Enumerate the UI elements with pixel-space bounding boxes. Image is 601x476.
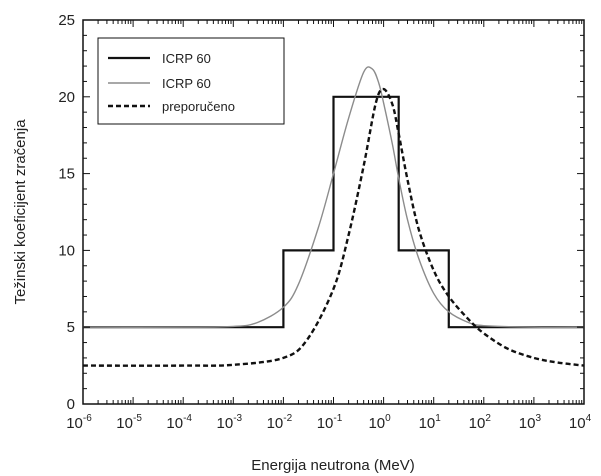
series-line-1 [83,95,584,329]
x-axis-title: Energija neutrona (MeV) [251,457,414,474]
legend-label-series-2: ICRP 60 [162,76,211,91]
x-tick-label-base: 10 [368,415,385,432]
x-tick-label: 10-1 [317,413,343,432]
legend: ICRP 60 ICRP 60 preporučeno [97,37,285,125]
y-axis-title: Težinski koeficijent zračenja [12,119,29,305]
x-tick-label-base: 10 [66,415,83,432]
series-line-3 [82,87,585,367]
x-tick-label: 10-4 [166,413,192,432]
x-tick-label: 101 [419,413,442,432]
x-tick-label-exponent: 2 [485,413,491,424]
series-layer [82,66,585,367]
y-tick-label: 15 [58,166,75,183]
x-tick-label-base: 10 [217,415,234,432]
x-tick-label: 10-6 [66,413,92,432]
x-tick-label-exponent: -2 [283,413,292,424]
x-tick-label-base: 10 [166,415,183,432]
legend-label-series-3: preporučeno [162,99,235,114]
tick-layer: 10-6 10-5 10-4 10-3 10-2 10-1 100 101 102 103 1040… [58,12,591,432]
y-tick-label: 0 [67,396,75,413]
x-tick-label: 10-3 [217,413,243,432]
series-line-2 [82,66,585,329]
y-tick-label: 20 [58,89,75,106]
x-tick-label: 10-5 [116,413,142,432]
legend-label-series-1: ICRP 60 [162,51,211,66]
x-tick-label: 100 [368,413,391,432]
x-tick-label-exponent: -1 [333,413,342,424]
x-tick-label: 102 [469,413,492,432]
x-tick-label: 10-2 [267,413,293,432]
x-tick-label: 103 [519,413,542,432]
x-tick-label-exponent: 4 [586,413,592,424]
x-tick-label-base: 10 [267,415,284,432]
x-tick-label-base: 10 [419,415,436,432]
x-tick-label-base: 10 [116,415,133,432]
x-tick-label-exponent: -4 [183,413,192,424]
legend-box [97,37,285,125]
x-tick-label-exponent: 0 [385,413,391,424]
x-tick-label-base: 10 [317,415,334,432]
x-tick-label-exponent: 1 [435,413,441,424]
x-tick-label-exponent: -3 [233,413,242,424]
x-tick-label-exponent: -5 [133,413,142,424]
x-tick-label-exponent: -6 [83,413,92,424]
y-tick-label: 25 [58,12,75,29]
x-tick-label-base: 10 [469,415,486,432]
x-tick-label-base: 10 [519,415,536,432]
x-tick-label: 104 [569,413,592,432]
y-tick-label: 5 [67,319,75,336]
x-tick-label-base: 10 [569,415,586,432]
y-tick-label: 10 [58,242,75,259]
x-tick-label-exponent: 3 [535,413,541,424]
